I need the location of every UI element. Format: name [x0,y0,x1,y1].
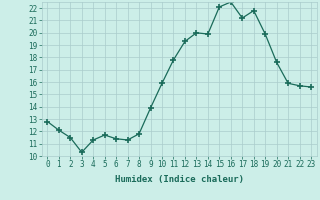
X-axis label: Humidex (Indice chaleur): Humidex (Indice chaleur) [115,175,244,184]
